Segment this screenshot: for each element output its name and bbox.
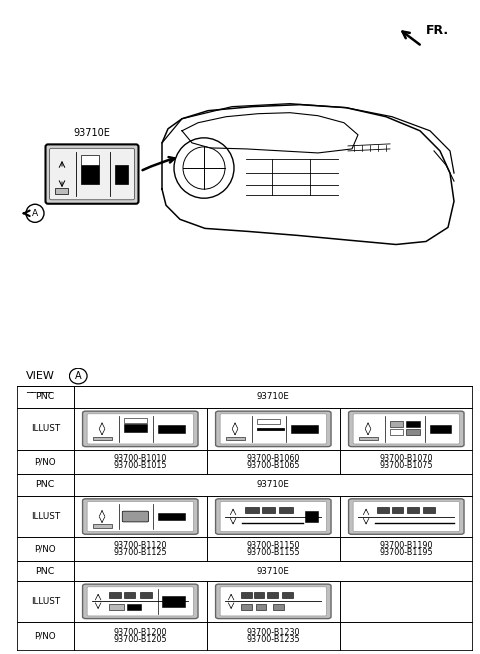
Bar [273, 604, 284, 610]
Bar [127, 604, 141, 610]
Bar [93, 436, 112, 440]
Text: P/NO: P/NO [35, 457, 56, 466]
FancyBboxPatch shape [46, 145, 139, 204]
Bar [241, 604, 252, 610]
Bar [55, 188, 68, 194]
Bar [109, 592, 120, 598]
Text: PNC: PNC [36, 392, 55, 402]
Bar [390, 421, 403, 427]
FancyBboxPatch shape [220, 587, 326, 616]
FancyBboxPatch shape [216, 411, 331, 447]
Bar [158, 513, 185, 521]
Text: FR.: FR. [426, 24, 449, 37]
Text: 93700-B1155: 93700-B1155 [247, 548, 300, 557]
Bar [408, 507, 419, 513]
Text: 93700-B1010: 93700-B1010 [114, 454, 167, 463]
Bar [124, 592, 135, 598]
Bar [124, 419, 147, 423]
Bar [81, 165, 99, 184]
FancyBboxPatch shape [216, 499, 331, 534]
Bar [406, 430, 420, 436]
Circle shape [70, 368, 87, 384]
Bar [109, 604, 124, 610]
FancyBboxPatch shape [348, 499, 464, 534]
Bar [430, 425, 451, 433]
FancyBboxPatch shape [122, 511, 148, 522]
Text: 93700-B1235: 93700-B1235 [247, 635, 300, 644]
Circle shape [26, 204, 44, 222]
Text: PNC: PNC [36, 480, 55, 489]
Text: 93700-B1065: 93700-B1065 [247, 460, 300, 470]
Text: 93700-B1060: 93700-B1060 [247, 454, 300, 463]
Bar [124, 424, 147, 432]
Text: 93700-B1070: 93700-B1070 [380, 454, 433, 463]
Bar [390, 430, 403, 436]
Text: 93700-B1200: 93700-B1200 [114, 628, 167, 637]
FancyBboxPatch shape [87, 587, 193, 616]
Text: 93700-B1190: 93700-B1190 [380, 542, 433, 551]
Bar [115, 165, 128, 184]
Bar [279, 507, 293, 513]
Bar [392, 507, 403, 513]
Text: 93700-B1075: 93700-B1075 [380, 460, 433, 470]
Text: P/NO: P/NO [35, 545, 56, 554]
Text: ILLUST: ILLUST [31, 424, 60, 434]
FancyBboxPatch shape [49, 148, 134, 199]
FancyBboxPatch shape [87, 414, 193, 444]
Bar [282, 592, 293, 598]
Text: 93700-B1230: 93700-B1230 [247, 628, 300, 637]
Text: 93710E: 93710E [257, 566, 290, 576]
Text: A: A [32, 209, 38, 218]
Bar [241, 592, 252, 598]
Bar [81, 155, 99, 165]
Text: 93700-B1125: 93700-B1125 [113, 548, 167, 557]
Text: 93700-B1205: 93700-B1205 [113, 635, 167, 644]
Bar [158, 425, 185, 433]
Bar [267, 592, 278, 598]
Bar [256, 604, 266, 610]
Text: ILLUST: ILLUST [31, 597, 60, 606]
Bar [262, 507, 275, 513]
Bar [359, 436, 378, 440]
Bar [257, 419, 280, 424]
Bar [305, 511, 318, 522]
FancyBboxPatch shape [220, 502, 326, 532]
Bar [377, 507, 389, 513]
FancyBboxPatch shape [83, 584, 198, 619]
Text: PNC: PNC [36, 566, 55, 576]
Text: _____: _____ [26, 383, 53, 392]
Text: VIEW: VIEW [26, 371, 55, 381]
Bar [140, 592, 152, 598]
Text: P/NO: P/NO [35, 632, 56, 641]
FancyBboxPatch shape [83, 499, 198, 534]
Bar [93, 524, 112, 528]
Bar [226, 436, 245, 440]
FancyBboxPatch shape [220, 414, 326, 444]
Text: A: A [75, 371, 82, 381]
Bar [162, 596, 185, 607]
Text: 93700-B1120: 93700-B1120 [114, 542, 167, 551]
Text: 93710E: 93710E [73, 128, 110, 138]
Bar [423, 507, 435, 513]
Bar [253, 592, 264, 598]
FancyBboxPatch shape [353, 502, 459, 532]
FancyBboxPatch shape [216, 584, 331, 619]
FancyBboxPatch shape [348, 411, 464, 447]
Text: 93700-B1150: 93700-B1150 [247, 542, 300, 551]
FancyBboxPatch shape [87, 502, 193, 532]
Text: ILLUST: ILLUST [31, 512, 60, 521]
Bar [245, 507, 259, 513]
FancyBboxPatch shape [353, 414, 459, 444]
Text: 93710E: 93710E [257, 480, 290, 489]
Bar [406, 421, 420, 427]
Bar [291, 425, 318, 433]
Text: 93700-B1015: 93700-B1015 [114, 460, 167, 470]
FancyBboxPatch shape [83, 411, 198, 447]
Text: 93700-B1195: 93700-B1195 [380, 548, 433, 557]
Text: 93710E: 93710E [257, 392, 290, 402]
